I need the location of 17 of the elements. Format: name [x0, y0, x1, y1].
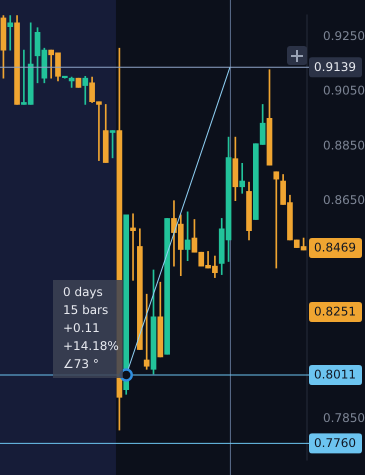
annotation: ∠73 °: [63, 357, 99, 372]
annotation: +0.11: [63, 321, 100, 336]
ref-line-label: 0.9139: [314, 60, 356, 74]
candlestick: [130, 213, 136, 281]
y-tick-label: 0.7850: [323, 411, 365, 426]
ref-line-label: 0.7760: [314, 436, 356, 450]
y-tick-label: 0.9050: [323, 84, 365, 98]
annotation: 15 bars: [63, 303, 108, 318]
text: 0.8469: [314, 240, 356, 255]
candlestick: [110, 130, 116, 158]
text: 0.8251: [314, 304, 356, 319]
annotation: +14.18%: [63, 339, 119, 354]
annotation: 0 days: [63, 285, 103, 300]
ref-line-label: 0.8011: [314, 368, 356, 382]
y-tick-label: 0.8650: [323, 192, 365, 207]
y-tick-label: 0.9250: [323, 29, 365, 44]
y-tick-label: 0.8850: [323, 138, 365, 152]
